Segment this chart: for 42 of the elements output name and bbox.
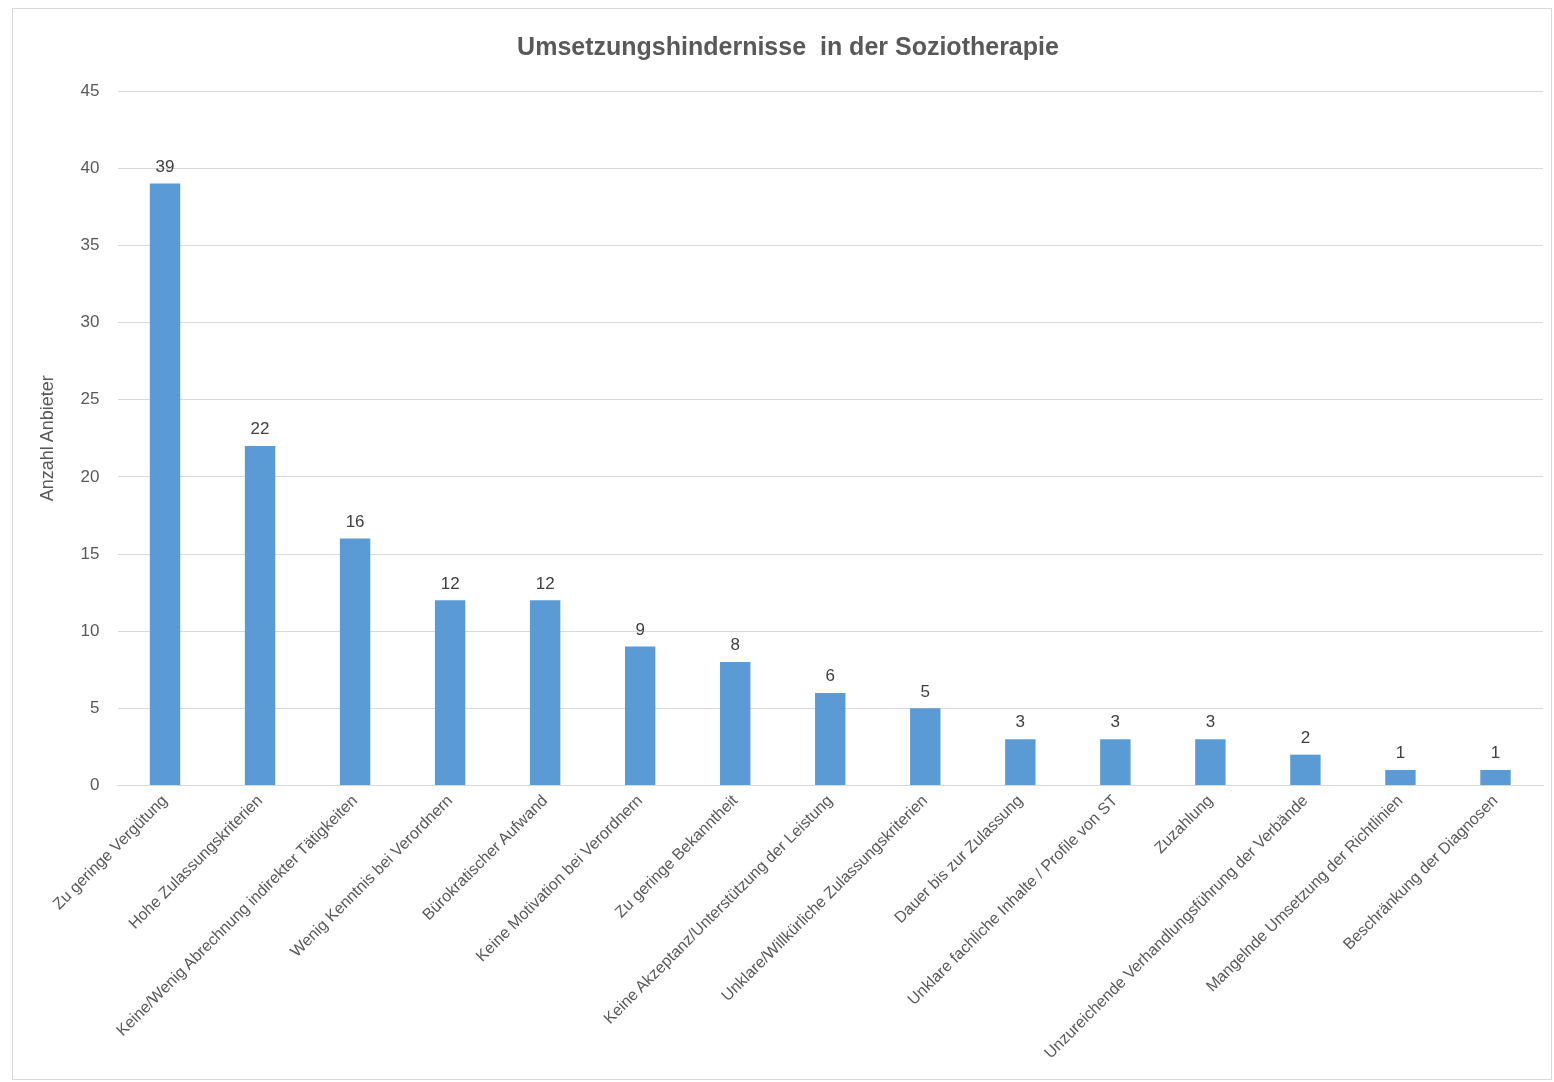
bar bbox=[1290, 754, 1321, 786]
y-tick-label: 45 bbox=[80, 80, 100, 100]
data-label: 2 bbox=[1300, 727, 1311, 747]
bar bbox=[1480, 770, 1511, 786]
y-tick-label: 30 bbox=[80, 312, 100, 332]
y-tick-label: 20 bbox=[80, 466, 100, 486]
data-label: 9 bbox=[635, 619, 645, 639]
y-tick-label: 25 bbox=[80, 389, 100, 409]
y-tick-label: 0 bbox=[90, 775, 100, 795]
data-label: 39 bbox=[155, 156, 175, 176]
data-label: 5 bbox=[920, 681, 931, 701]
bar bbox=[434, 600, 466, 786]
y-tick-label: 15 bbox=[80, 543, 100, 563]
data-label: 6 bbox=[825, 666, 835, 686]
bar bbox=[1195, 739, 1226, 786]
bar bbox=[529, 600, 561, 786]
data-label: 12 bbox=[535, 573, 555, 593]
y-tick-label: 10 bbox=[80, 620, 100, 640]
data-label: 3 bbox=[1015, 712, 1026, 732]
y-tick-label: 5 bbox=[90, 698, 100, 718]
y-tick-label: 40 bbox=[80, 157, 100, 177]
bar bbox=[339, 538, 371, 786]
bar bbox=[1385, 770, 1416, 786]
data-label: 1 bbox=[1395, 743, 1406, 763]
bar bbox=[1005, 739, 1036, 786]
bar bbox=[1100, 739, 1131, 786]
chart-title: Umsetzungshindernisse in der Soziotherapie bbox=[517, 31, 1059, 60]
data-label: 3 bbox=[1205, 712, 1216, 732]
bar bbox=[149, 183, 181, 786]
data-label: 12 bbox=[440, 573, 460, 593]
y-tick-label: 35 bbox=[80, 235, 100, 255]
bar bbox=[720, 662, 751, 786]
data-label: 3 bbox=[1110, 712, 1121, 732]
data-label: 16 bbox=[345, 511, 365, 531]
bar bbox=[815, 692, 846, 786]
bar bbox=[244, 445, 276, 786]
bar bbox=[910, 708, 941, 786]
y-axis-title: Anzahl Anbieter bbox=[36, 375, 57, 502]
data-label: 8 bbox=[730, 635, 740, 655]
data-label: 1 bbox=[1490, 743, 1501, 763]
data-label: 22 bbox=[250, 419, 270, 439]
bar bbox=[624, 646, 656, 786]
